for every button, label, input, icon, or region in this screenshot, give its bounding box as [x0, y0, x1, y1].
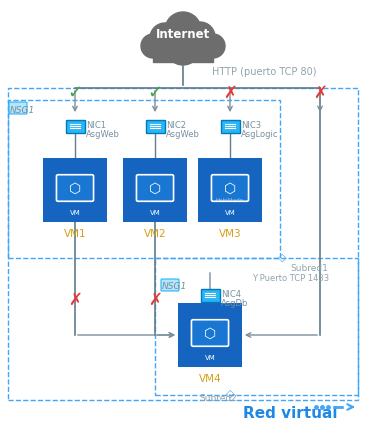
FancyBboxPatch shape: [201, 288, 220, 302]
Text: AsgLogic: AsgLogic: [241, 129, 279, 138]
Text: AsgDb: AsgDb: [221, 299, 249, 308]
Circle shape: [150, 23, 180, 53]
Text: NSG1: NSG1: [162, 282, 187, 291]
Text: VM2: VM2: [144, 229, 166, 239]
Text: ⬡: ⬡: [224, 182, 236, 196]
FancyBboxPatch shape: [56, 175, 94, 201]
Text: ⬡: ⬡: [149, 182, 161, 196]
Text: NIC1: NIC1: [86, 121, 106, 129]
Text: VM1: VM1: [64, 229, 86, 239]
FancyBboxPatch shape: [220, 120, 239, 132]
Text: Red virtual: Red virtual: [243, 406, 337, 420]
FancyBboxPatch shape: [153, 48, 213, 62]
Text: Subred1: Subred1: [290, 264, 328, 272]
Text: VM: VM: [150, 210, 160, 216]
Text: AsgWeb: AsgWeb: [166, 129, 200, 138]
Text: VM: VM: [205, 355, 215, 361]
FancyBboxPatch shape: [212, 175, 249, 201]
Text: VM: VM: [225, 210, 235, 216]
FancyBboxPatch shape: [9, 102, 27, 114]
Circle shape: [201, 34, 225, 58]
FancyBboxPatch shape: [137, 175, 173, 201]
Circle shape: [141, 34, 165, 58]
Circle shape: [185, 22, 215, 52]
FancyBboxPatch shape: [191, 320, 228, 346]
Text: NSG1: NSG1: [10, 106, 35, 115]
Text: ✓: ✓: [67, 84, 83, 102]
Text: VM3: VM3: [219, 229, 241, 239]
FancyBboxPatch shape: [198, 158, 262, 222]
FancyBboxPatch shape: [178, 303, 242, 367]
Text: ✗: ✗: [313, 84, 327, 102]
Text: VM: VM: [70, 210, 81, 216]
Text: Habilitado: Habilitado: [216, 198, 244, 203]
Text: NIC4: NIC4: [221, 289, 241, 299]
Text: Internet: Internet: [156, 27, 210, 41]
Text: Y Puerto TCP 1433: Y Puerto TCP 1433: [252, 274, 329, 283]
Text: ✗: ✗: [148, 291, 162, 309]
Text: NIC3: NIC3: [241, 121, 261, 129]
FancyBboxPatch shape: [43, 158, 107, 222]
Text: ✗: ✗: [223, 84, 237, 102]
Text: ◇: ◇: [278, 253, 286, 263]
Text: ⬡: ⬡: [69, 182, 81, 196]
Circle shape: [165, 12, 201, 48]
Text: VM4: VM4: [199, 374, 221, 384]
Circle shape: [166, 31, 200, 65]
Text: NIC2: NIC2: [166, 121, 186, 129]
FancyBboxPatch shape: [161, 279, 179, 291]
Text: ✓: ✓: [147, 84, 163, 102]
FancyBboxPatch shape: [66, 120, 85, 132]
Text: Subred2: Subred2: [199, 393, 237, 403]
FancyBboxPatch shape: [146, 120, 164, 132]
Text: ⬡: ⬡: [204, 327, 216, 341]
Text: HTTP (puerto TCP 80): HTTP (puerto TCP 80): [212, 67, 316, 77]
FancyBboxPatch shape: [123, 158, 187, 222]
Text: ◇: ◇: [226, 389, 234, 399]
Text: AsgWeb: AsgWeb: [86, 129, 120, 138]
Text: ✗: ✗: [68, 291, 82, 309]
